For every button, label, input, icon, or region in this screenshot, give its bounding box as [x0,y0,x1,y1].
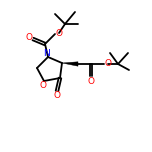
Text: N: N [44,48,50,57]
Text: O: O [54,92,60,100]
Text: O: O [26,33,33,43]
Text: O: O [105,59,112,69]
Text: O: O [55,29,62,38]
Polygon shape [62,62,78,66]
Text: O: O [88,76,95,85]
Text: O: O [40,81,47,90]
